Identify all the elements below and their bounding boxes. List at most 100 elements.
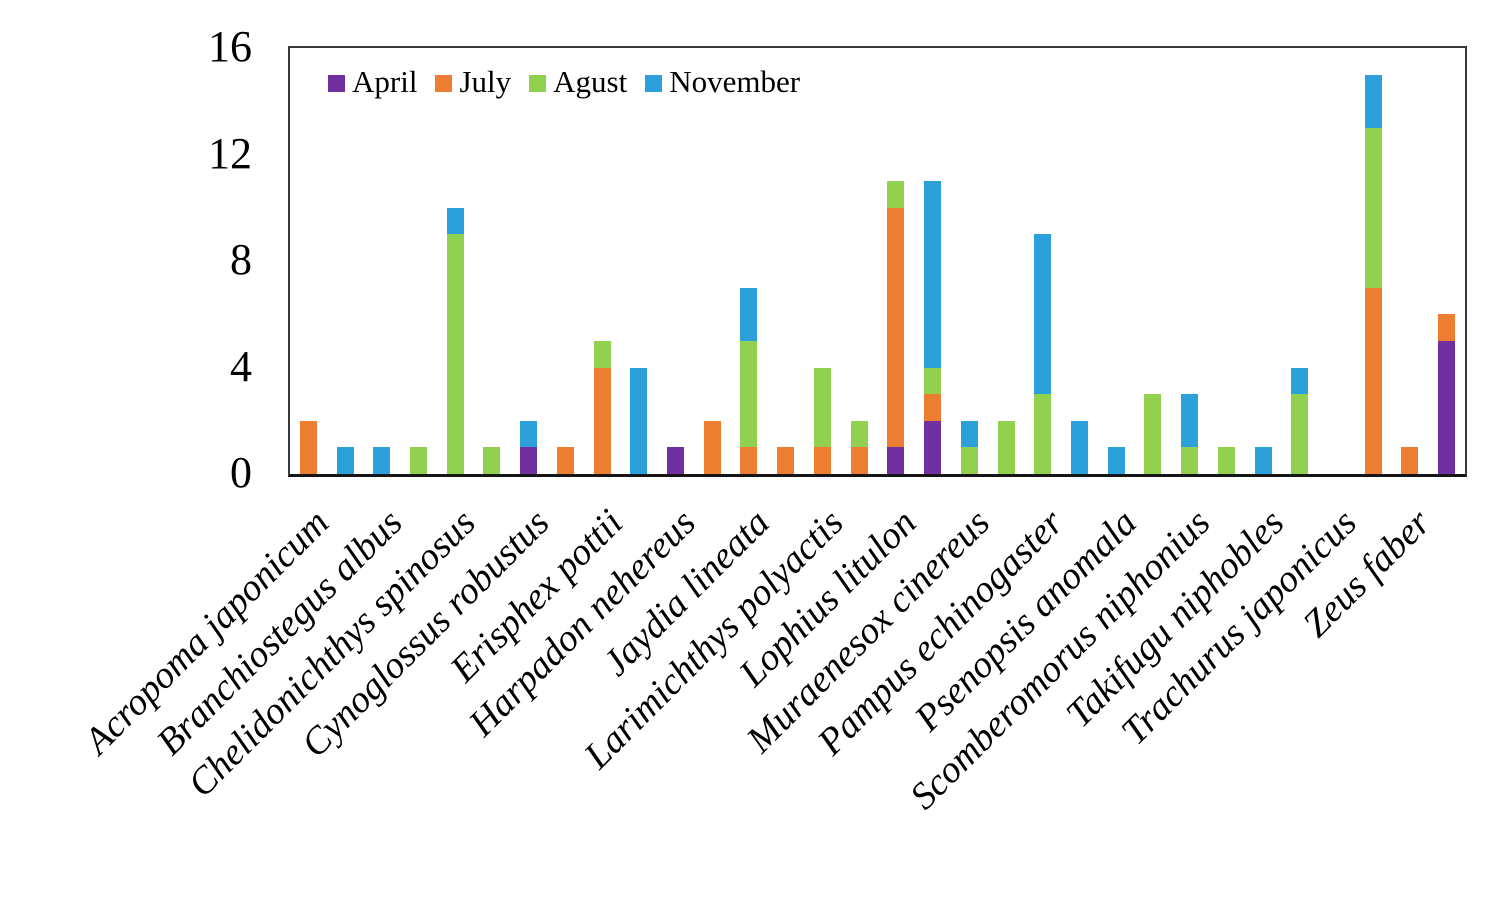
bar-segment-november (336, 447, 354, 474)
bar-9-2 (924, 181, 942, 474)
bar-segment-november (373, 447, 391, 474)
bar-segment-agust (997, 420, 1015, 474)
y-tick-label: 12 (208, 128, 252, 178)
bar-segment-november (1034, 234, 1052, 395)
bar-segment-agust (850, 420, 868, 448)
bar-segment-agust (813, 367, 831, 448)
bar-2-2 (410, 447, 428, 474)
bar-10-2 (997, 420, 1015, 474)
bar-1-2 (336, 447, 354, 474)
bar-6-1 (667, 447, 685, 474)
bar-segment-agust (593, 340, 611, 368)
bar-segment-agust (740, 340, 758, 448)
x-category-label: Chelidonichthys spinosus (180, 501, 484, 806)
legend-swatch-april (328, 74, 345, 92)
bar-segment-agust (1144, 394, 1162, 474)
bar-segment-november (446, 207, 464, 235)
bar-7-1 (740, 287, 758, 474)
bar-segment-november (520, 420, 538, 448)
bar-segment-agust (960, 447, 978, 474)
y-tick-label: 4 (230, 341, 252, 391)
bar-segment-november (740, 287, 758, 341)
bar-12-1 (1107, 447, 1125, 474)
y-tick-label: 0 (230, 448, 252, 498)
legend-swatch-november (645, 74, 663, 92)
legend-label-july: July (459, 64, 512, 99)
bar-1-1 (299, 420, 317, 474)
y-tick-label: 8 (230, 235, 252, 285)
bar-16-2 (1438, 314, 1456, 474)
bars-layer (290, 48, 1465, 474)
legend-item-july: July (435, 64, 512, 99)
bar-segment-agust (1181, 447, 1199, 474)
bar-segment-april (520, 447, 538, 474)
bar-13-1 (1181, 394, 1199, 474)
legend-swatch-agust (529, 74, 547, 92)
y-tick-label: 16 (208, 22, 252, 72)
bar-14-2 (1291, 367, 1309, 474)
bar-segment-april (924, 420, 942, 474)
bar-segment-april (1438, 340, 1456, 474)
bar-segment-november (1254, 447, 1272, 474)
bar-segment-agust (483, 447, 501, 474)
bar-segment-april (667, 447, 685, 474)
legend-item-april: April (328, 64, 418, 99)
bar-3-2 (483, 447, 501, 474)
bar-8-1 (813, 367, 831, 474)
bar-segment-july (299, 420, 317, 474)
bar-segment-november (630, 367, 648, 474)
bar-segment-agust (924, 367, 942, 395)
bar-segment-november (924, 181, 942, 368)
bar-13-2 (1217, 447, 1235, 474)
bar-12-2 (1144, 394, 1162, 474)
bar-2-1 (373, 447, 391, 474)
bar-segment-july (887, 207, 905, 448)
bar-segment-november (1291, 367, 1309, 395)
legend-swatch-july (435, 74, 453, 92)
bar-5-1 (593, 340, 611, 474)
bar-segment-july (813, 447, 831, 474)
bar-segment-november (1107, 447, 1125, 474)
bar-segment-july (924, 394, 942, 421)
bar-segment-november (1070, 420, 1088, 474)
legend-label-agust: Agust (553, 64, 628, 99)
bar-11-1 (1034, 234, 1052, 474)
bar-segment-agust (1217, 447, 1235, 474)
bar-segment-july (1364, 287, 1382, 474)
legend: April July Agust November (328, 64, 801, 99)
bar-segment-november (1364, 74, 1382, 128)
bar-6-2 (703, 420, 721, 474)
bar-11-2 (1070, 420, 1088, 474)
bar-segment-july (777, 447, 795, 474)
legend-item-november: November (645, 64, 801, 99)
bar-segment-agust (1364, 127, 1382, 288)
legend-item-agust: Agust (529, 64, 628, 99)
plot-area: April July Agust November (288, 46, 1467, 477)
bar-segment-july (593, 367, 611, 474)
bar-9-1 (887, 181, 905, 474)
bar-segment-agust (410, 447, 428, 474)
bar-15-2 (1364, 74, 1382, 474)
bar-7-2 (777, 447, 795, 474)
bar-5-2 (630, 367, 648, 474)
legend-label-april: April (352, 64, 418, 99)
bar-segment-july (1438, 314, 1456, 341)
bar-segment-july (703, 420, 721, 474)
bar-segment-july (740, 447, 758, 474)
bar-segment-july (850, 447, 868, 474)
bar-8-2 (850, 420, 868, 474)
bar-segment-april (887, 447, 905, 474)
bar-10-1 (960, 420, 978, 474)
bar-segment-july (1401, 447, 1419, 474)
bar-16-1 (1401, 447, 1419, 474)
bar-segment-agust (1034, 394, 1052, 474)
bar-14-1 (1254, 447, 1272, 474)
bar-segment-agust (1291, 394, 1309, 474)
bar-segment-november (960, 420, 978, 448)
bar-4-1 (520, 420, 538, 474)
bar-3-1 (446, 207, 464, 474)
legend-label-november: November (669, 64, 801, 99)
